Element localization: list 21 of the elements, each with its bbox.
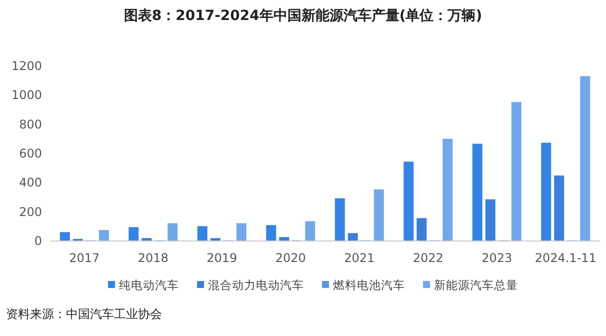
y-tick-label: 200: [19, 204, 42, 219]
x-tick-label: 2021: [344, 251, 375, 265]
legend-label: 燃料电池汽车: [333, 278, 405, 292]
text: 资料来源：中国汽车工业协会: [6, 307, 162, 321]
legend-label: 新能源汽车总量: [434, 278, 518, 292]
x-tick-label: 2022: [412, 251, 444, 265]
y-tick-label: 1200: [11, 59, 42, 73]
x-tick-label: 2020: [275, 251, 306, 265]
y-tick-label: 1000: [11, 88, 42, 102]
x-tick-label: 2017: [69, 251, 100, 265]
y-tick-label: 400: [19, 176, 42, 190]
y-tick-label: 800: [19, 117, 42, 132]
x-tick-label: 2019: [206, 251, 238, 265]
legend-label: 混合动力电动汽车: [208, 278, 304, 292]
x-tick-label: 2018: [138, 251, 168, 265]
y-tick-label: 0: [34, 234, 42, 248]
title: 图表8：2017-2024年中国新能源汽车产量(单位：万辆): [124, 8, 482, 24]
legend-label: 纯电动汽车: [119, 278, 179, 292]
y-tick-label: 600: [19, 146, 42, 160]
x-tick-label: 2023: [482, 251, 512, 265]
x-tick-label: 2024.1-11: [534, 251, 596, 265]
